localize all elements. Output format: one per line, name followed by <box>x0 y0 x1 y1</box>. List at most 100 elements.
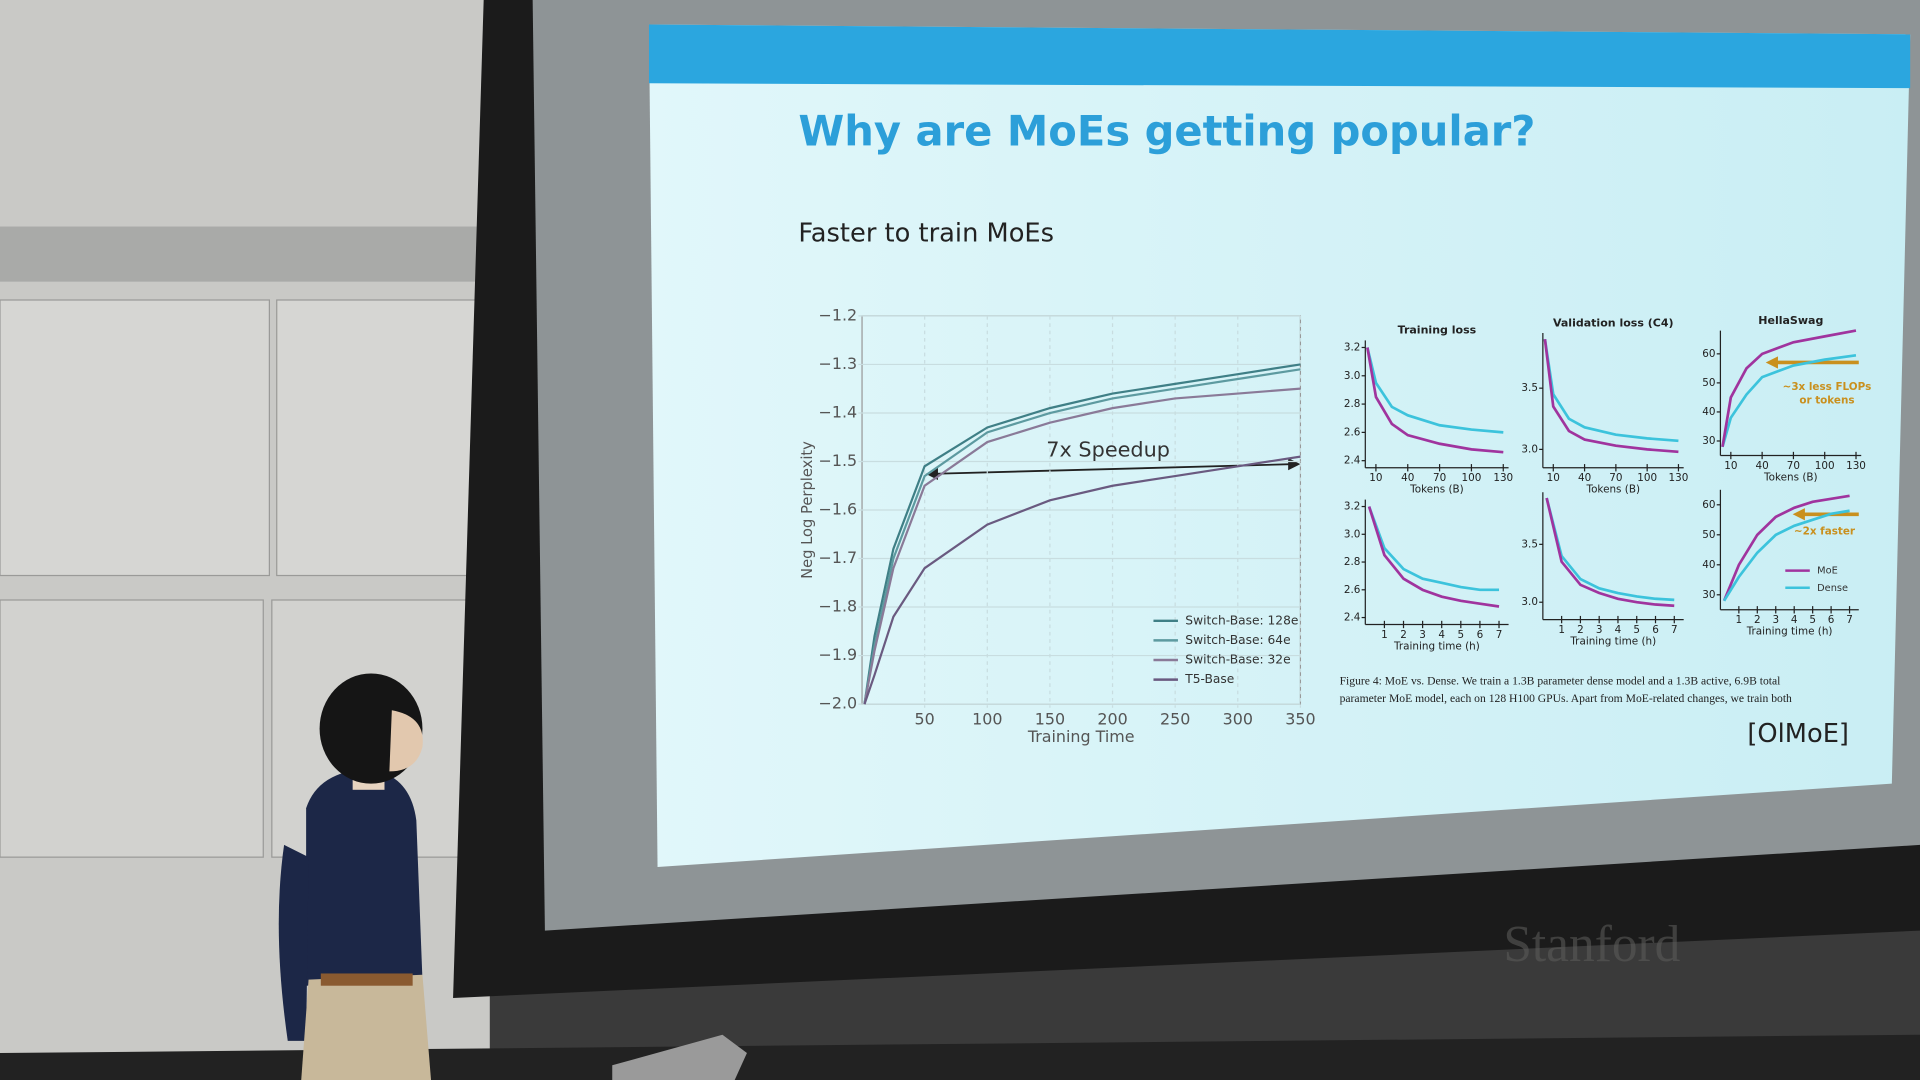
citation: [OlMoE] <box>1747 719 1849 749</box>
chart: 30 40 50 60 1 2 3 4 5 6 7 Training time (h) MoE Dense… <box>1702 489 1859 638</box>
x-tick-label: 40 <box>1401 472 1414 484</box>
y-tick-label: −1.9 <box>819 645 858 664</box>
y-tick-label: −1.2 <box>819 305 858 324</box>
x-tick-label: 100 <box>1462 472 1482 484</box>
line-series <box>863 455 1301 705</box>
y-tick-label: −1.8 <box>819 597 858 616</box>
board <box>276 299 486 577</box>
x-tick-label: 3 <box>1772 614 1779 626</box>
x-tick-label: 350 <box>1285 710 1315 729</box>
x-tick-label: 7 <box>1671 624 1678 636</box>
x-tick-label: 300 <box>1223 710 1253 729</box>
x-tick-label: 100 <box>1637 472 1657 484</box>
watermark: Stanford <box>1503 916 1680 973</box>
x-tick-label: 4 <box>1615 624 1622 636</box>
chart: 3.0 3.5 10 40 70 100 130 Validation loss (C4) To… <box>1521 316 1688 495</box>
y-tick-label: 3.0 <box>1344 370 1361 382</box>
y-tick-label: 60 <box>1702 499 1715 511</box>
x-tick-label: 10 <box>1547 472 1560 484</box>
chart: 30 40 50 60 10 40 70 100 130 HellaSwag Tokens (B) ~… <box>1702 314 1871 484</box>
x-tick-label: 3 <box>1419 629 1426 641</box>
slide <box>648 24 1911 867</box>
x-tick-label: 250 <box>1160 710 1190 729</box>
y-tick-label: 40 <box>1702 406 1715 418</box>
y-tick-label: −1.4 <box>819 402 858 421</box>
line-series <box>863 368 1301 705</box>
x-tick-label: 5 <box>1458 629 1465 641</box>
x-axis-label: Tokens (B) <box>1409 484 1464 496</box>
y-tick-label: 2.8 <box>1344 398 1361 410</box>
line-series <box>1721 354 1857 448</box>
wall-trim <box>0 226 490 282</box>
x-tick-label: 5 <box>1809 614 1816 626</box>
x-tick-label: 50 <box>915 710 935 729</box>
line-series <box>1367 506 1500 592</box>
board <box>0 299 270 577</box>
x-tick-label: 150 <box>1035 710 1065 729</box>
y-tick-label: 2.6 <box>1344 584 1361 596</box>
x-tick-label: 100 <box>1815 460 1835 472</box>
y-tick-label: 3.2 <box>1344 501 1361 513</box>
slide-subtitle: Faster to train MoEs <box>798 218 1054 248</box>
y-tick-label: 3.5 <box>1521 538 1538 550</box>
line-series <box>1722 509 1850 602</box>
line-series <box>1545 497 1675 608</box>
annotation: 7x Speedup <box>1046 438 1170 462</box>
line-series <box>863 363 1301 705</box>
x-tick-label: 6 <box>1828 614 1835 626</box>
y-tick-label: −2.0 <box>819 694 858 713</box>
x-tick-label: 40 <box>1756 460 1769 472</box>
figure-caption: Figure 4: MoE vs. Dense. We train a 1.3B… <box>1340 675 1781 688</box>
line-series <box>1543 339 1679 454</box>
arm <box>278 844 309 1041</box>
y-tick-label: 40 <box>1702 559 1715 571</box>
line-series <box>863 387 1301 705</box>
y-tick-label: 50 <box>1702 529 1715 541</box>
x-tick-label: 7 <box>1846 614 1853 626</box>
x-tick-label: 2 <box>1400 629 1407 641</box>
chart: −1.2 −1.3 −1.4 −1.5 −1.6 −1.7 −1.8 −1.9 −2.0 50 10… <box>799 305 1315 746</box>
line-series <box>1721 329 1857 448</box>
x-tick-label: 40 <box>1578 472 1591 484</box>
x-axis-label: Tokens (B) <box>1586 484 1641 496</box>
chart-title: Training loss <box>1398 324 1477 337</box>
legend-label: Switch-Base: 32e <box>1185 653 1290 667</box>
y-tick-label: 2.8 <box>1344 556 1361 568</box>
belt <box>320 973 413 986</box>
board <box>0 599 264 858</box>
x-tick-label: 1 <box>1558 624 1565 636</box>
chart-title: HellaSwag <box>1758 314 1823 327</box>
arrow-head <box>1765 356 1778 369</box>
line-series <box>1366 347 1504 454</box>
y-tick-label: 2.4 <box>1344 455 1361 467</box>
y-tick-label: 2.6 <box>1344 426 1361 438</box>
chart: 2.4 2.6 2.8 3.0 3.2 1 2 3 4 5 6 7 Training time (h) <box>1344 499 1509 652</box>
x-tick-label: 5 <box>1633 624 1640 636</box>
slide-title: Why are MoEs getting popular? <box>798 107 1535 156</box>
legend-label: MoE <box>1817 566 1838 577</box>
x-tick-label: 7 <box>1496 629 1503 641</box>
x-tick-label: 130 <box>1846 460 1866 472</box>
y-tick-label: 30 <box>1702 589 1715 601</box>
x-tick-label: 70 <box>1787 460 1800 472</box>
x-tick-label: 3 <box>1596 624 1603 636</box>
trousers <box>301 974 432 1080</box>
y-tick-label: 60 <box>1702 348 1715 360</box>
line-series <box>1367 506 1500 608</box>
y-tick-label: 3.0 <box>1521 596 1538 608</box>
line-series <box>1543 338 1679 443</box>
line-series <box>1545 497 1675 602</box>
legend-label: Switch-Base: 128e <box>1185 613 1298 627</box>
y-tick-label: 2.4 <box>1344 612 1361 624</box>
x-tick-label: 130 <box>1493 472 1513 484</box>
annotation: ~3x less FLOPs <box>1783 381 1872 393</box>
y-tick-label: 30 <box>1702 435 1715 447</box>
arrow-head <box>925 467 938 480</box>
x-axis-label: Training time (h) <box>1393 640 1480 652</box>
y-tick-label: −1.3 <box>819 354 858 373</box>
arrow-head <box>1792 508 1805 521</box>
y-tick-label: −1.6 <box>819 500 858 519</box>
chart: 3.0 3.5 1 2 3 4 5 6 7 Training time (h) <box>1521 492 1684 647</box>
y-tick-label: 3.2 <box>1344 341 1361 353</box>
